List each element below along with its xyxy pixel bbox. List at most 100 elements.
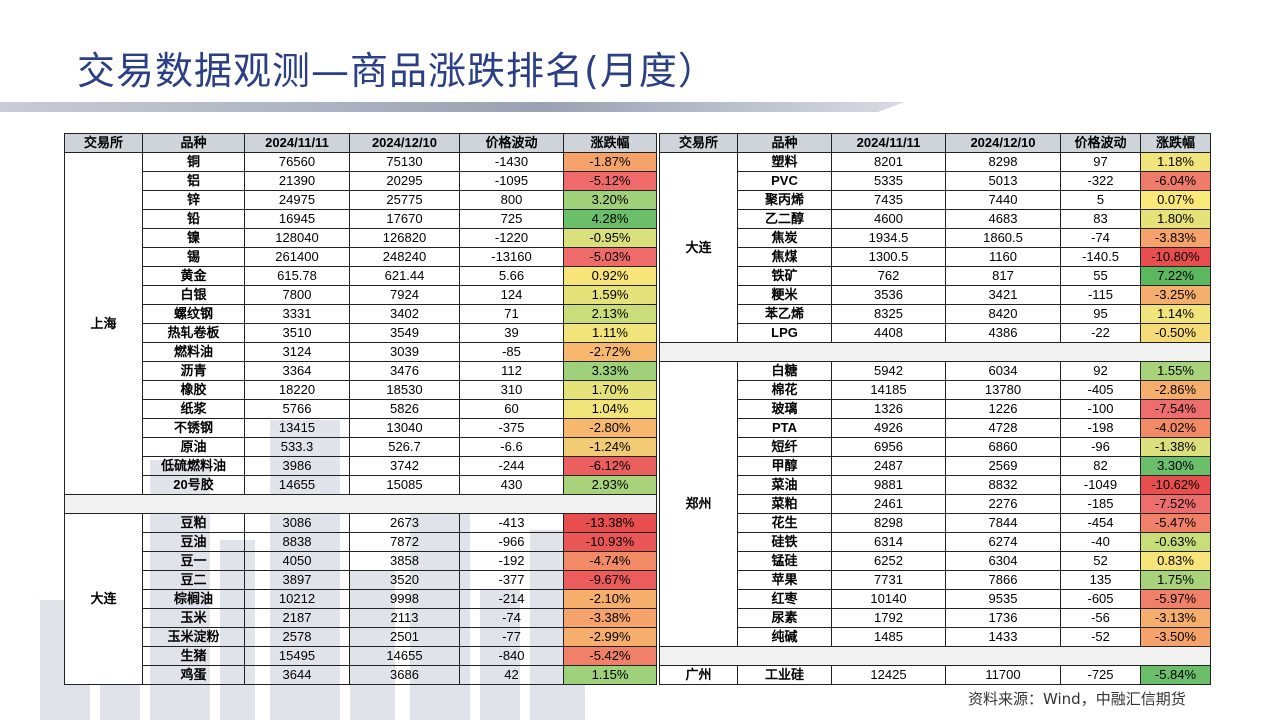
price-start-cell: 5766 bbox=[244, 399, 350, 419]
exchange-cell: 大连 bbox=[64, 513, 143, 685]
separator-cell bbox=[659, 646, 1211, 666]
exchange-cell: 上海 bbox=[64, 152, 143, 495]
price-change-cell: -74 bbox=[1060, 228, 1141, 248]
price-change-cell: -96 bbox=[1060, 437, 1141, 457]
price-change-cell: -1220 bbox=[459, 228, 564, 248]
left-header-row: 交易所 品种 2024/11/11 2024/12/10 价格波动 涨跌幅 bbox=[64, 133, 657, 153]
table-row: 生猪 15495 14655 -840 -5.42% bbox=[65, 646, 657, 666]
header-commodity: 品种 bbox=[142, 133, 245, 153]
price-start-cell: 1934.5 bbox=[831, 228, 946, 248]
price-start-cell: 6956 bbox=[831, 437, 946, 457]
commodity-cell: 低硫燃料油 bbox=[142, 456, 245, 476]
price-change-cell: -40 bbox=[1060, 532, 1141, 552]
pct-change-cell: -5.97% bbox=[1140, 589, 1211, 609]
price-start-cell: 18220 bbox=[244, 380, 350, 400]
commodity-cell: 玉米淀粉 bbox=[142, 627, 245, 647]
price-start-cell: 10212 bbox=[244, 589, 350, 609]
pct-change-cell: -1.24% bbox=[563, 437, 657, 457]
price-end-cell: 8832 bbox=[945, 475, 1061, 495]
commodity-cell: 白糖 bbox=[737, 361, 832, 381]
price-start-cell: 3536 bbox=[831, 285, 946, 305]
price-start-cell: 5942 bbox=[831, 361, 946, 381]
price-change-cell: -605 bbox=[1060, 589, 1141, 609]
price-start-cell: 762 bbox=[831, 266, 946, 286]
price-change-cell: -375 bbox=[459, 418, 564, 438]
pct-change-cell: -10.80% bbox=[1140, 247, 1211, 267]
commodity-cell: 棕榈油 bbox=[142, 589, 245, 609]
commodity-cell: PTA bbox=[737, 418, 832, 438]
commodity-cell: 短纤 bbox=[737, 437, 832, 457]
price-change-cell: -85 bbox=[459, 342, 564, 362]
table-row: 红枣 10140 9535 -605 -5.97% bbox=[660, 589, 1211, 609]
commodity-cell: PVC bbox=[737, 171, 832, 191]
price-change-cell: -840 bbox=[459, 646, 564, 666]
table-row: 黄金 615.78 621.44 5.66 0.92% bbox=[65, 266, 657, 286]
pct-change-cell: -5.12% bbox=[563, 171, 657, 191]
price-change-cell: 5 bbox=[1060, 190, 1141, 210]
table-row: LPG 4408 4386 -22 -0.50% bbox=[660, 323, 1211, 343]
pct-change-cell: -0.95% bbox=[563, 228, 657, 248]
commodity-cell: LPG bbox=[737, 323, 832, 343]
pct-change-cell: 1.75% bbox=[1140, 570, 1211, 590]
right-header-row: 交易所 品种 2024/11/11 2024/12/10 价格波动 涨跌幅 bbox=[659, 133, 1211, 153]
price-start-cell: 10140 bbox=[831, 589, 946, 609]
pct-change-cell: -3.50% bbox=[1140, 627, 1211, 647]
price-end-cell: 18530 bbox=[349, 380, 460, 400]
price-end-cell: 7872 bbox=[349, 532, 460, 552]
pct-change-cell: -2.10% bbox=[563, 589, 657, 609]
table-row: 短纤 6956 6860 -96 -1.38% bbox=[660, 437, 1211, 457]
commodity-cell: 橡胶 bbox=[142, 380, 245, 400]
table-row: 硅铁 6314 6274 -40 -0.63% bbox=[660, 532, 1211, 552]
table-row: 低硫燃料油 3986 3742 -244 -6.12% bbox=[65, 456, 657, 476]
commodity-cell: 焦炭 bbox=[737, 228, 832, 248]
price-end-cell: 248240 bbox=[349, 247, 460, 267]
table-row: 大连 塑料 8201 8298 97 1.18% bbox=[659, 152, 1211, 343]
pct-change-cell: 1.04% bbox=[563, 399, 657, 419]
price-end-cell: 2501 bbox=[349, 627, 460, 647]
table-row: 螺纹钢 3331 3402 71 2.13% bbox=[65, 304, 657, 324]
price-start-cell: 3897 bbox=[244, 570, 350, 590]
price-change-cell: -1049 bbox=[1060, 475, 1141, 495]
exchange-cell: 郑州 bbox=[659, 361, 738, 647]
header-price-change: 价格波动 bbox=[459, 133, 564, 153]
price-start-cell: 128040 bbox=[244, 228, 350, 248]
commodity-cell: 苹果 bbox=[737, 570, 832, 590]
pct-change-cell: -13.38% bbox=[563, 513, 657, 533]
price-end-cell: 2673 bbox=[349, 513, 460, 533]
commodity-cell: 棉花 bbox=[737, 380, 832, 400]
price-change-cell: 83 bbox=[1060, 209, 1141, 229]
price-change-cell: -22 bbox=[1060, 323, 1141, 343]
commodity-cell: 豆一 bbox=[142, 551, 245, 571]
commodity-cell: 镍 bbox=[142, 228, 245, 248]
price-end-cell: 6034 bbox=[945, 361, 1061, 381]
price-end-cell: 11700 bbox=[945, 665, 1061, 685]
pct-change-cell: -7.54% bbox=[1140, 399, 1211, 419]
commodity-cell: 苯乙烯 bbox=[737, 304, 832, 324]
commodity-cell: 热轧卷板 bbox=[142, 323, 245, 343]
table-row: 焦炭 1934.5 1860.5 -74 -3.83% bbox=[660, 228, 1211, 248]
price-start-cell: 12425 bbox=[831, 665, 946, 685]
commodity-cell: 不锈钢 bbox=[142, 418, 245, 438]
table-row: 棉花 14185 13780 -405 -2.86% bbox=[660, 380, 1211, 400]
table-row: 棕榈油 10212 9998 -214 -2.10% bbox=[65, 589, 657, 609]
table-row: 乙二醇 4600 4683 83 1.80% bbox=[660, 209, 1211, 229]
price-end-cell: 1736 bbox=[945, 608, 1061, 628]
price-end-cell: 13780 bbox=[945, 380, 1061, 400]
price-start-cell: 6252 bbox=[831, 551, 946, 571]
commodity-cell: 铁矿 bbox=[737, 266, 832, 286]
commodity-cell: 乙二醇 bbox=[737, 209, 832, 229]
pct-change-cell: -4.74% bbox=[563, 551, 657, 571]
commodity-cell: 锌 bbox=[142, 190, 245, 210]
header-date-start: 2024/11/11 bbox=[831, 133, 946, 153]
price-start-cell: 1485 bbox=[831, 627, 946, 647]
commodity-cell: 粳米 bbox=[737, 285, 832, 305]
commodity-cell: 20号胶 bbox=[142, 475, 245, 495]
table-row: 玉米淀粉 2578 2501 -77 -2.99% bbox=[65, 627, 657, 647]
price-end-cell: 14655 bbox=[349, 646, 460, 666]
price-change-cell: -413 bbox=[459, 513, 564, 533]
price-end-cell: 5013 bbox=[945, 171, 1061, 191]
price-start-cell: 3086 bbox=[244, 513, 350, 533]
price-start-cell: 4926 bbox=[831, 418, 946, 438]
separator-row bbox=[659, 342, 1211, 362]
price-change-cell: -1430 bbox=[459, 152, 564, 172]
